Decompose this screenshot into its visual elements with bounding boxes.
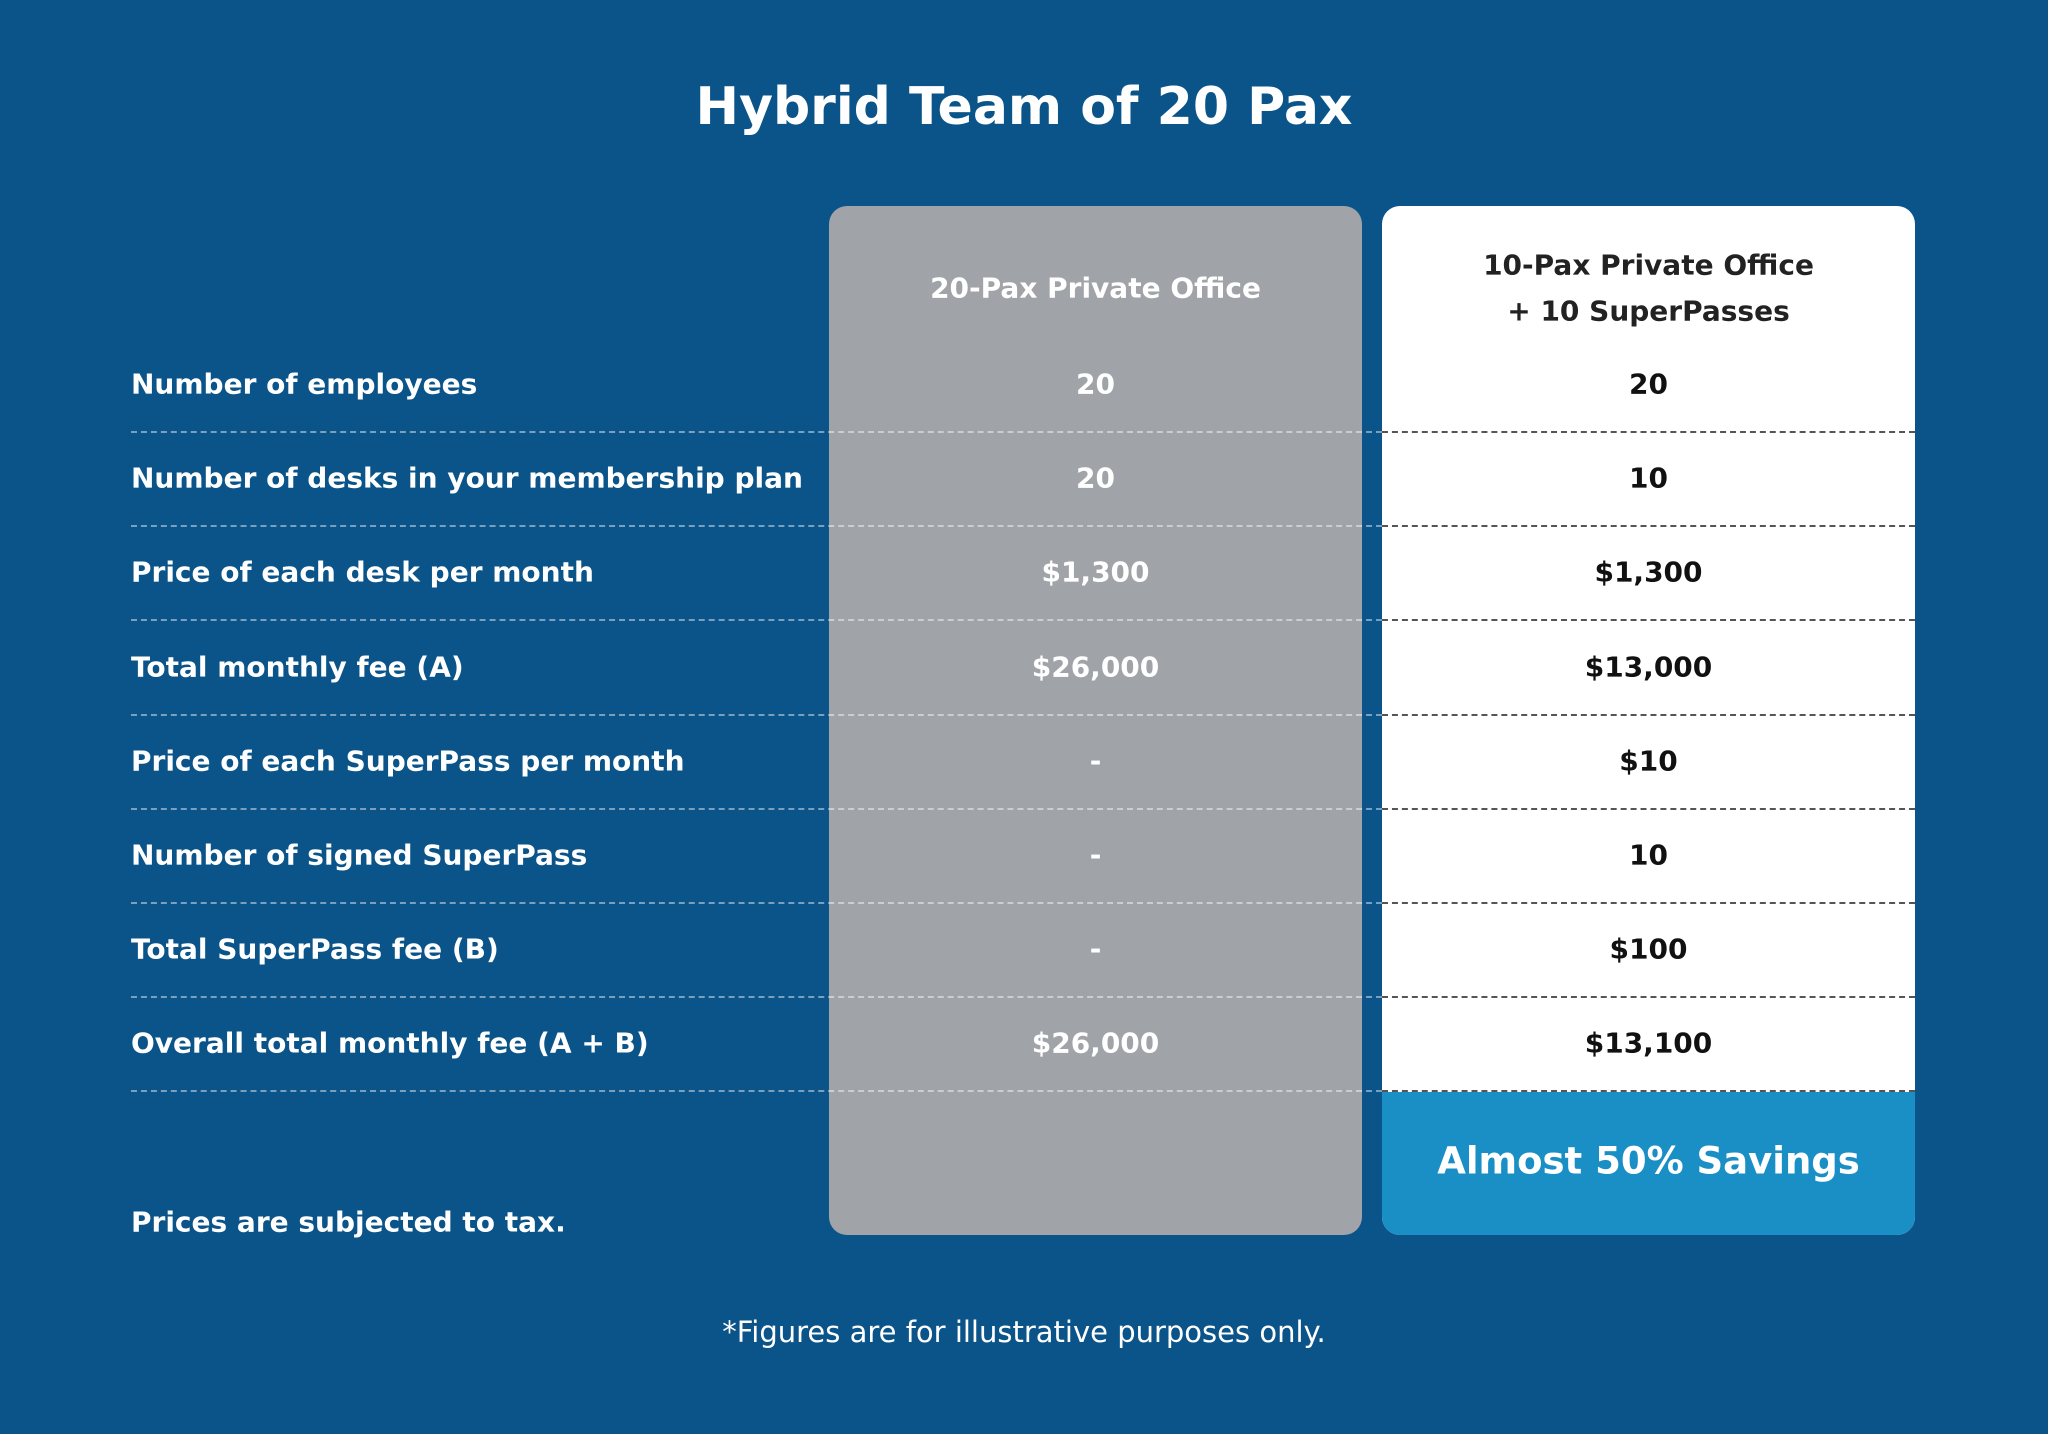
row-separator [131,902,1382,904]
row-separator [131,431,1382,433]
cell-value: 20 [1076,461,1115,495]
cell-value: $26,000 [1031,650,1160,684]
row-label: Total SuperPass fee (B) [131,932,499,966]
row-label: Overall total monthly fee (A + B) [131,1026,649,1060]
cell-value: - [1089,744,1102,778]
column-header: + 10 SuperPasses [1507,294,1790,328]
row-separator [1382,1090,1915,1093]
cell-value: - [1089,932,1102,966]
footer-note: *Figures are for illustrative purposes o… [722,1315,1326,1349]
savings-panel [1382,1092,1915,1235]
column-header: 10-Pax Private Office [1483,248,1814,282]
cell-value: - [1089,838,1102,872]
row-label: Number of signed SuperPass [131,838,588,872]
cell-value: $13,000 [1584,650,1713,684]
row-separator [131,713,1382,716]
row-separator [131,525,1382,528]
cell-value: 20 [1076,367,1115,401]
column-panel [829,206,1362,1235]
row-label: Number of employees [131,367,478,401]
row-separator [131,619,1382,622]
row-separator [1382,902,1915,904]
row-separator [1382,525,1915,528]
tax-note: Prices are subjected to tax. [131,1205,566,1239]
cell-value: $100 [1609,932,1688,966]
row-separator [1382,807,1915,810]
row-separator [1382,713,1915,716]
row-label: Number of desks in your membership plan [131,461,803,495]
row-separator [131,1090,1382,1093]
title: Hybrid Team of 20 Pax [695,77,1353,137]
cell-value: $1,300 [1594,555,1703,589]
row-separator [1382,996,1915,999]
cell-value: $13,100 [1584,1026,1713,1060]
column-panel [1382,206,1915,1235]
row-separator [1382,619,1915,622]
row-label: Price of each SuperPass per month [131,744,685,778]
savings-text: Almost 50% Savings [1437,1139,1860,1183]
cell-value: $1,300 [1041,555,1150,589]
cell-value: 10 [1629,461,1668,495]
cell-value: $26,000 [1031,1026,1160,1060]
column-header: 20-Pax Private Office [930,271,1261,305]
row-label: Price of each desk per month [131,555,594,589]
cell-value: 20 [1629,367,1668,401]
row-separator [1382,431,1915,433]
row-label: Total monthly fee (A) [131,650,464,684]
row-separator [131,807,1382,810]
cell-value: $10 [1619,744,1678,778]
cell-value: 10 [1629,838,1668,872]
row-separator [131,996,1382,999]
